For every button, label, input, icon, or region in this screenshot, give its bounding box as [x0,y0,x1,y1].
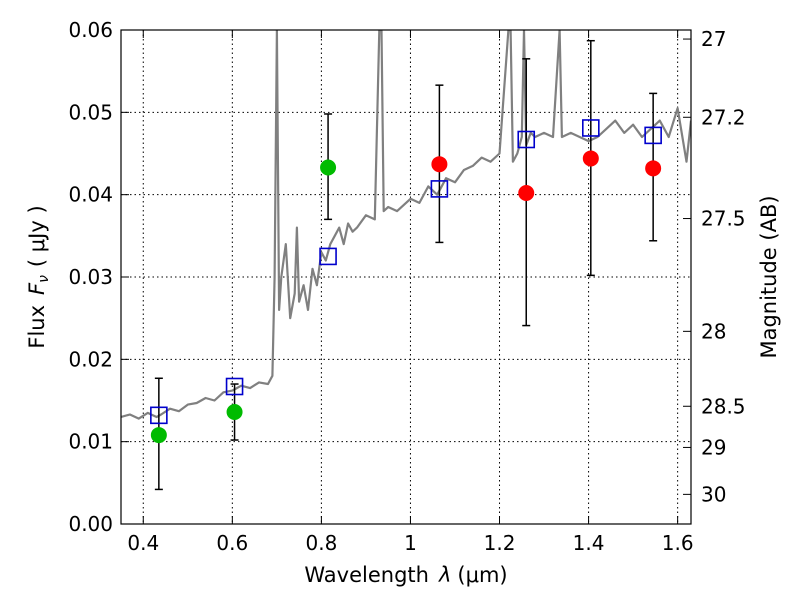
y2-tick-label: 27 [701,27,726,51]
y-tick-label: 0.02 [68,347,113,371]
y-tick-label: 0.00 [68,512,113,536]
model-point-square [150,406,168,425]
y-tick-label: 0.04 [68,183,113,207]
model-point-square [644,126,662,145]
y2-tick-label: 28 [701,319,726,343]
y2-tick-label: 30 [701,482,726,506]
model-point-square [582,119,600,137]
model-point-square [319,247,337,266]
model-spectrum-line [121,30,691,420]
y2-tick-label: 27.5 [701,207,746,231]
observed-point [582,150,599,167]
grid [121,30,691,524]
y2-tick-label: 28.5 [701,394,746,418]
x-tick-label: 1 [404,531,417,555]
x-tick-label: 0.8 [305,531,337,555]
observed-point [226,404,243,421]
ticks [121,29,691,525]
series-layer [121,30,691,491]
y-axis-label: FluxFν( μJy ) [25,205,52,348]
y-tick-label: 0.06 [68,18,113,42]
observed-point [320,159,337,176]
x-axis-label: Wavelength λ (μm) [304,563,507,587]
y-tick-label: 0.05 [68,100,113,124]
y-tick-label: 0.01 [68,430,113,454]
x-tick-label: 1.6 [662,531,694,555]
observed-point [518,185,535,202]
model-point-square [517,130,536,149]
x-tick-label: 1.4 [573,531,605,555]
y2-tick-label: 29 [701,435,726,459]
model-point-square [430,180,449,198]
observed-point [645,160,662,177]
tick-labels: 0.4 0.6 0.8 1 1.2 1.4 1.6 0.00 0.01 0.02 0.03 0.04 0… [68,18,745,555]
x-tick-label: 0.6 [216,531,248,555]
y-tick-label: 0.03 [68,265,113,289]
x-tick-label: 0.4 [127,531,159,555]
observed-point [431,156,448,173]
plot-area [121,30,691,491]
model-point-square [225,377,244,396]
observed-point [150,427,167,444]
y2-axis-label: Magnitude (AB) [757,195,781,358]
y2-tick-label: 27.2 [701,105,746,129]
x-tick-label: 1.2 [484,531,516,555]
